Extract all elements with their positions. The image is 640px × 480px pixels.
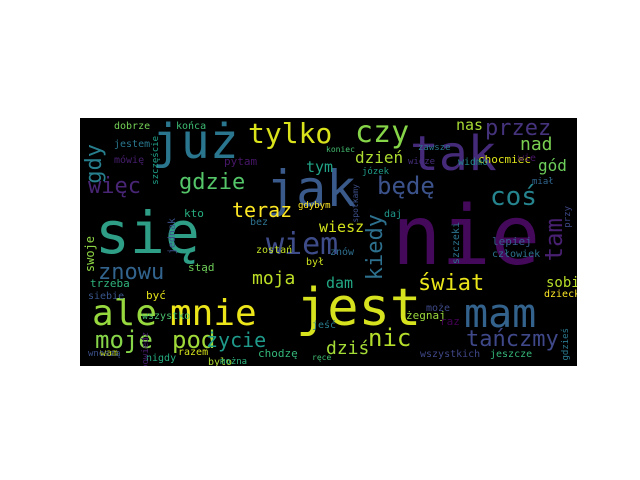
- cloud-word: chocmiec: [478, 153, 531, 166]
- cloud-word: coś: [490, 182, 537, 212]
- cloud-word: pod: [172, 326, 216, 354]
- cloud-word: powiedz: [141, 332, 151, 366]
- cloud-word: trzeba: [90, 277, 130, 290]
- cloud-word: zostań: [256, 245, 293, 256]
- cloud-word: razem: [178, 347, 209, 358]
- cloud-word: wiesz: [319, 218, 365, 236]
- cloud-word: jest: [296, 278, 422, 338]
- cloud-word: zawsze: [418, 143, 451, 153]
- cloud-word: lepiej: [492, 235, 532, 248]
- cloud-word: szczęście: [151, 136, 161, 185]
- cloud-word: teraz: [232, 198, 293, 222]
- cloud-word: już: [152, 118, 239, 170]
- cloud-word: siebie: [88, 291, 125, 302]
- cloud-word: końca: [176, 121, 207, 132]
- cloud-word: dziecko: [544, 289, 577, 300]
- cloud-word: chodzę: [258, 347, 298, 360]
- cloud-word: daj: [384, 209, 403, 220]
- cloud-word: można: [220, 357, 248, 367]
- cloud-word: jeść: [312, 320, 337, 331]
- cloud-word: nigdy: [146, 353, 177, 364]
- cloud-word: przez: [485, 118, 552, 141]
- cloud-word: przy: [563, 206, 573, 228]
- cloud-word: mam: [464, 291, 537, 337]
- cloud-word: gdy: [82, 144, 107, 184]
- cloud-word: widmo: [458, 157, 489, 168]
- cloud-word: swoje: [83, 236, 97, 273]
- cloud-word: ręce: [312, 353, 332, 362]
- cloud-word: kiedy: [363, 214, 388, 281]
- cloud-word: mnie: [170, 293, 257, 334]
- cloud-word: gód: [538, 156, 567, 175]
- cloud-word: tym: [306, 158, 334, 176]
- cloud-word: koniec: [326, 145, 355, 154]
- cloud-word: życie: [206, 328, 267, 352]
- cloud-word: sobie: [546, 275, 577, 291]
- cloud-word: nic: [368, 324, 412, 352]
- cloud-word: moje: [95, 326, 153, 354]
- cloud-word: józek: [362, 167, 390, 177]
- cloud-word: żegnaj: [406, 309, 446, 322]
- cloud-word: ale: [92, 293, 158, 334]
- cloud-word: świat: [418, 271, 485, 296]
- cloud-word: było: [208, 357, 233, 367]
- cloud-word: dobrze: [114, 121, 151, 132]
- cloud-word: był: [306, 257, 325, 268]
- cloud-word: wiem: [266, 227, 339, 262]
- cloud-word: znów: [330, 247, 355, 258]
- cloud-word: jak: [266, 160, 357, 218]
- cloud-word: spotkamy: [351, 184, 360, 223]
- cloud-word: dam: [326, 274, 354, 292]
- cloud-word: nad: [520, 134, 553, 155]
- cloud-word: wie: [518, 153, 537, 164]
- cloud-word: gdybym: [298, 201, 331, 211]
- cloud-word: bez: [250, 217, 269, 228]
- cloud-word: tak: [410, 126, 497, 182]
- cloud-word: być: [146, 289, 166, 302]
- cloud-word: jeszcze: [490, 349, 533, 360]
- cloud-word: moja: [252, 268, 296, 289]
- cloud-word: kto: [184, 207, 204, 220]
- cloud-word: nie: [392, 189, 541, 284]
- cloud-word: jednak: [167, 218, 178, 255]
- cloud-word: się: [95, 199, 200, 267]
- cloud-word: tylko: [248, 118, 333, 150]
- cloud-word: raz: [440, 315, 460, 328]
- cloud-word: jestem: [114, 139, 151, 150]
- cloud-word: człowiek: [492, 249, 541, 260]
- word-cloud: się nie jak jest tak już mam ale mnie ty…: [80, 118, 577, 366]
- cloud-word: więc: [88, 174, 141, 199]
- cloud-word: nas: [456, 118, 484, 134]
- cloud-word: wszystkich: [420, 349, 481, 360]
- cloud-word: wam: [100, 348, 119, 359]
- cloud-word: dzień: [355, 148, 404, 167]
- cloud-word: stąd: [188, 261, 215, 274]
- cloud-word: wszystko: [142, 311, 191, 322]
- cloud-word: pytam: [224, 155, 258, 168]
- cloud-word: gdzieś: [561, 328, 571, 361]
- cloud-word: czy: [355, 118, 410, 150]
- cloud-word: znowu: [98, 260, 165, 285]
- cloud-word: będę: [377, 172, 435, 200]
- cloud-word: gdzie: [179, 170, 246, 195]
- cloud-word: szczeki: [451, 222, 462, 265]
- cloud-word: mówię: [114, 155, 145, 166]
- cloud-word: wnoszą: [88, 349, 121, 359]
- cloud-word: widze: [408, 157, 436, 167]
- cloud-word: miał: [532, 177, 554, 187]
- cloud-word: może: [426, 303, 451, 314]
- cloud-word: tańczmy: [466, 327, 559, 352]
- cloud-word: dziś: [326, 338, 370, 359]
